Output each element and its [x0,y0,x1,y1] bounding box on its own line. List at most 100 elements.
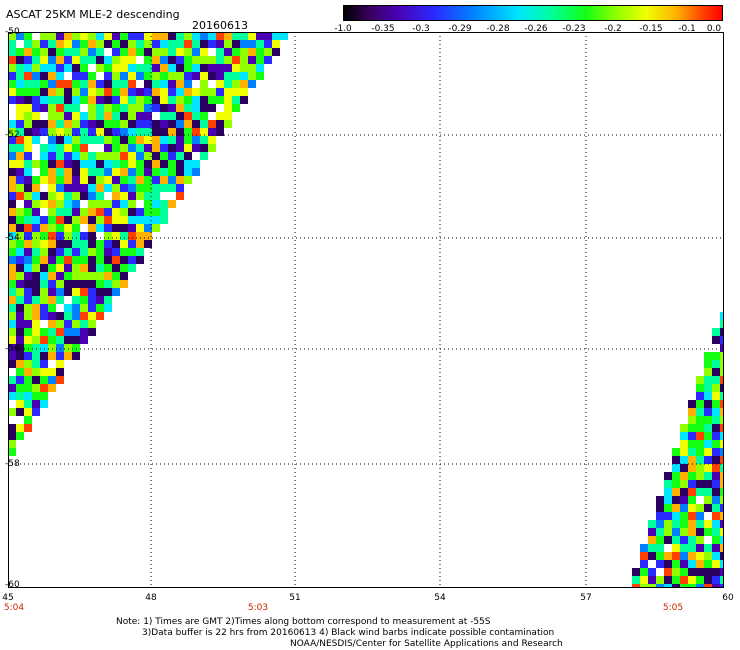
swath-cell [80,184,88,192]
swath-cell [32,152,40,160]
swath-cell [64,336,72,344]
swath-cell [240,48,248,56]
swath-cell [96,224,104,232]
swath-cell [680,432,688,440]
swath-cell [104,304,112,312]
swath-cell [88,328,96,336]
swath-cell [168,64,176,72]
swath-cell [192,96,200,104]
swath-cell [16,192,24,200]
swath-cell [56,120,64,128]
swath-cell [48,336,56,344]
swath-cell [64,320,72,328]
swath-cell [120,40,128,48]
swath-cell [680,584,688,592]
swath-cell [208,96,216,104]
swath-cell [48,192,56,200]
lon-label: 48 [145,593,157,603]
swath-cell [152,64,160,72]
swath-cell [688,440,696,448]
swath-cell [96,160,104,168]
swath-cell [8,128,16,136]
swath-cell [40,152,48,160]
swath-cell [40,384,48,392]
swath-cell [72,80,80,88]
swath-cell [656,576,664,584]
swath-cell [128,120,136,128]
swath-cell [160,104,168,112]
swath-cell [104,48,112,56]
swath-cell [720,496,728,504]
swath-cell [16,224,24,232]
swath-cell [640,568,648,576]
swath-cell [664,584,672,592]
swath-cell [72,256,80,264]
swath-cell [200,56,208,64]
swath-cell [144,80,152,88]
swath-cell [16,72,24,80]
swath-cell [208,104,216,112]
swath-cell [56,336,64,344]
swath-cell [696,440,704,448]
swath-cell [8,432,16,440]
swath-cell [640,560,648,568]
swath-cell [160,128,168,136]
swath-cell [104,152,112,160]
swath-cell [688,544,696,552]
swath-cell [24,312,32,320]
colorbar-tick: -0.35 [371,24,395,34]
swath-cell [656,568,664,576]
swath-cell [16,144,24,152]
swath-cell [80,40,88,48]
swath-cell [64,216,72,224]
swath-cell [32,104,40,112]
swath-cell [16,256,24,264]
swath-cell [688,576,696,584]
swath-cell [232,32,240,40]
swath-cell [696,424,704,432]
swath-cell [80,176,88,184]
swath-cell [192,80,200,88]
swath-cell [48,80,56,88]
swath-cell [672,520,680,528]
swath-cell [16,216,24,224]
swath-cell [256,40,264,48]
swath-cell [80,48,88,56]
swath-cell [24,264,32,272]
swath-cell [56,56,64,64]
swath-cell [176,56,184,64]
swath-cell [152,152,160,160]
swath-cell [120,80,128,88]
swath-cell [96,272,104,280]
swath-cell [8,288,16,296]
swath-cell [712,528,720,536]
swath-cell [664,472,672,480]
swath-cell [160,216,168,224]
swath-cell [16,88,24,96]
swath-cell [240,64,248,72]
swath-cell [88,296,96,304]
time-label: 5:04 [3,603,25,613]
map-title: ASCAT 25KM MLE-2 descending [6,8,180,21]
swath-cell [696,552,704,560]
swath-cell [96,232,104,240]
swath-cell [680,520,688,528]
swath-cell [72,88,80,96]
swath-cell [40,80,48,88]
swath-cell [48,112,56,120]
swath-cell [272,48,280,56]
swath-cell [40,360,48,368]
swath-cell [80,136,88,144]
swath-cell [120,64,128,72]
swath-cell [112,248,120,256]
swath-cell [648,576,656,584]
swath-cell [16,304,24,312]
swath-cell [144,128,152,136]
swath-cell [144,240,152,248]
swath-cell [664,568,672,576]
swath-cell [72,120,80,128]
swath-cell [40,400,48,408]
swath-cell [720,520,728,528]
colorbar-tick: -0.28 [486,24,510,34]
swath-cell [56,64,64,72]
